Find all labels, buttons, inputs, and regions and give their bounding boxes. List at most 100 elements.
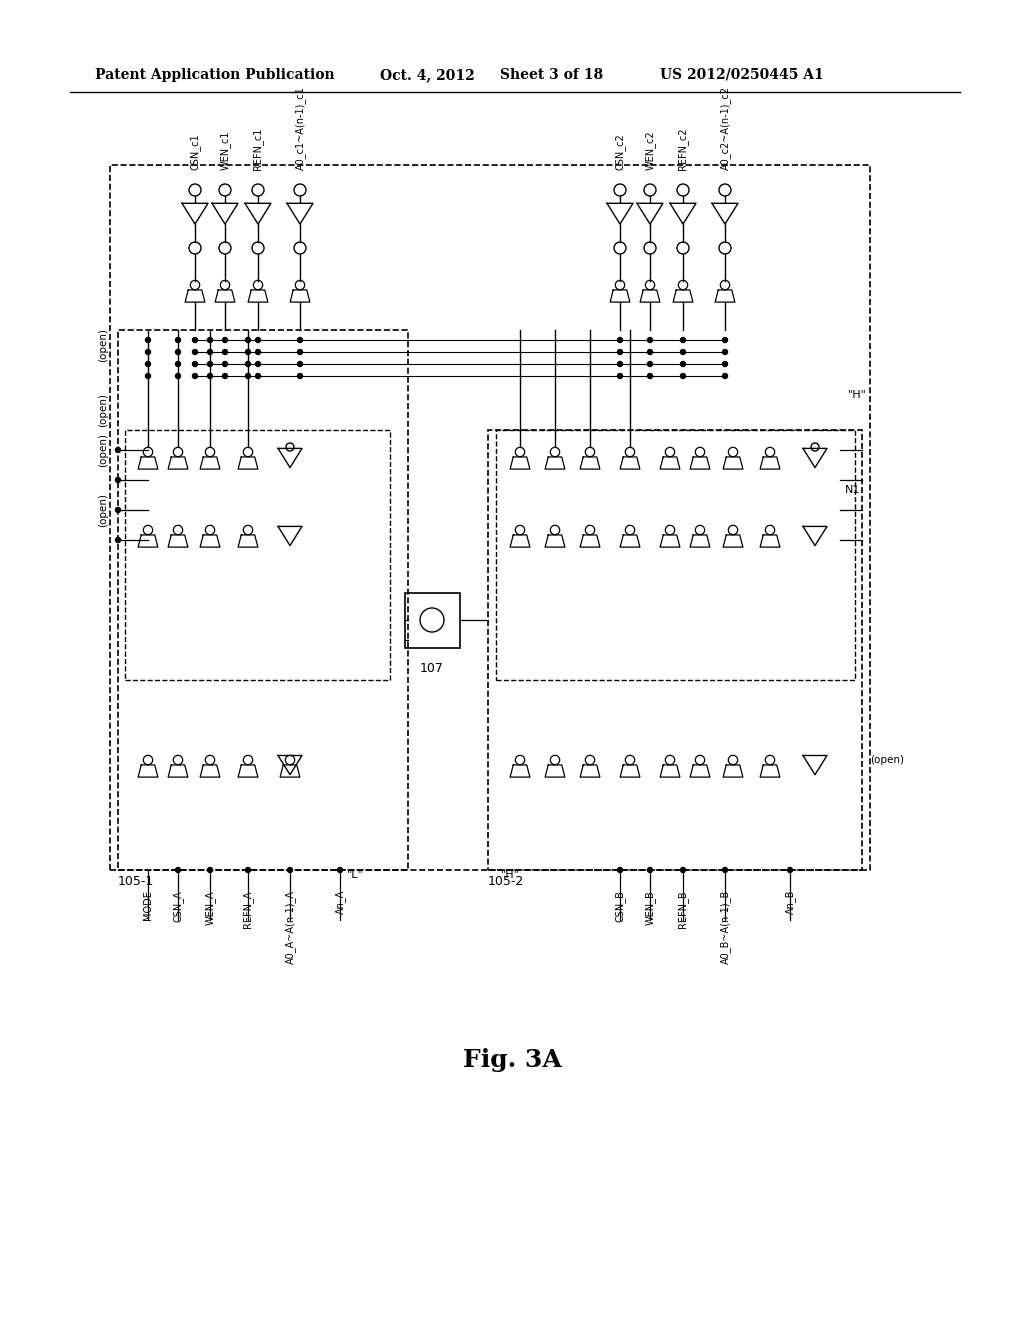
Circle shape: [298, 374, 302, 379]
Circle shape: [175, 867, 180, 873]
Circle shape: [193, 350, 198, 355]
Bar: [110, 165, 870, 870]
Circle shape: [617, 374, 623, 379]
Text: MODE: MODE: [143, 890, 153, 920]
Circle shape: [175, 362, 180, 367]
Text: (open): (open): [98, 393, 108, 426]
Circle shape: [723, 338, 727, 342]
Text: 105-1: 105-1: [118, 875, 155, 888]
Circle shape: [145, 374, 151, 379]
Circle shape: [222, 338, 227, 342]
Circle shape: [175, 374, 180, 379]
Circle shape: [681, 867, 685, 873]
Circle shape: [256, 350, 260, 355]
Circle shape: [208, 362, 213, 367]
Circle shape: [723, 350, 727, 355]
Circle shape: [298, 350, 302, 355]
Circle shape: [193, 362, 198, 367]
Bar: [125, 430, 390, 680]
Text: A0_A~A(n-1)_A: A0_A~A(n-1)_A: [285, 890, 296, 964]
Text: REFN_B: REFN_B: [678, 890, 688, 928]
Circle shape: [246, 867, 251, 873]
Text: (open): (open): [98, 492, 108, 527]
Circle shape: [208, 350, 213, 355]
Text: "L": "L": [347, 870, 364, 880]
Circle shape: [175, 338, 180, 342]
Text: WEN_A: WEN_A: [205, 890, 215, 924]
Bar: [404, 593, 460, 648]
Text: An_B: An_B: [784, 890, 796, 915]
Circle shape: [723, 362, 727, 367]
Text: (open): (open): [98, 433, 108, 467]
Text: CSN_B: CSN_B: [614, 890, 626, 921]
Text: Fig. 3A: Fig. 3A: [463, 1048, 561, 1072]
Circle shape: [681, 338, 685, 342]
Circle shape: [723, 867, 727, 873]
Text: US 2012/0250445 A1: US 2012/0250445 A1: [660, 69, 823, 82]
Circle shape: [246, 362, 251, 367]
Circle shape: [208, 374, 213, 379]
Circle shape: [787, 867, 793, 873]
Circle shape: [222, 374, 227, 379]
Circle shape: [208, 867, 213, 873]
Text: N1: N1: [845, 484, 860, 495]
Circle shape: [617, 338, 623, 342]
Circle shape: [723, 374, 727, 379]
Circle shape: [617, 867, 623, 873]
Text: REFN_c1: REFN_c1: [253, 128, 263, 170]
Text: Patent Application Publication: Patent Application Publication: [95, 69, 335, 82]
Text: (open): (open): [870, 755, 904, 766]
Circle shape: [647, 867, 652, 873]
Circle shape: [145, 350, 151, 355]
Circle shape: [256, 374, 260, 379]
Circle shape: [298, 362, 302, 367]
Circle shape: [116, 537, 121, 543]
Text: CSN_A: CSN_A: [173, 890, 183, 921]
Text: A0_B~A(n-1)_B: A0_B~A(n-1)_B: [720, 890, 730, 964]
Circle shape: [145, 362, 151, 367]
Circle shape: [681, 374, 685, 379]
Circle shape: [222, 362, 227, 367]
Circle shape: [256, 338, 260, 342]
Circle shape: [193, 374, 198, 379]
Circle shape: [647, 350, 652, 355]
Bar: [118, 330, 408, 870]
Text: REFN_c2: REFN_c2: [678, 128, 688, 170]
Text: (open): (open): [98, 327, 108, 362]
Bar: [488, 430, 862, 870]
Circle shape: [116, 447, 121, 453]
Circle shape: [617, 350, 623, 355]
Text: A0_c2~A(n-1)_c2: A0_c2~A(n-1)_c2: [720, 86, 730, 170]
Text: CSN_c1: CSN_c1: [189, 133, 201, 170]
Circle shape: [647, 374, 652, 379]
Circle shape: [681, 362, 685, 367]
Text: 107: 107: [420, 663, 444, 676]
Text: WEN_c1: WEN_c1: [219, 131, 230, 170]
Text: "H": "H": [848, 389, 867, 400]
Circle shape: [256, 362, 260, 367]
Circle shape: [681, 350, 685, 355]
Text: Oct. 4, 2012: Oct. 4, 2012: [380, 69, 475, 82]
Text: An_A: An_A: [335, 890, 345, 915]
Circle shape: [222, 350, 227, 355]
Text: WEN_B: WEN_B: [644, 890, 655, 925]
Text: REFN_A: REFN_A: [243, 890, 254, 928]
Circle shape: [338, 867, 342, 873]
Circle shape: [647, 362, 652, 367]
Text: "H": "H": [501, 870, 519, 880]
Text: A0_c1~A(n-1)_c1: A0_c1~A(n-1)_c1: [295, 86, 305, 170]
Circle shape: [647, 338, 652, 342]
Bar: [496, 430, 855, 680]
Circle shape: [116, 478, 121, 483]
Text: WEN_c2: WEN_c2: [644, 131, 655, 170]
Circle shape: [617, 362, 623, 367]
Circle shape: [208, 338, 213, 342]
Circle shape: [116, 507, 121, 512]
Circle shape: [246, 374, 251, 379]
Circle shape: [246, 350, 251, 355]
Circle shape: [288, 867, 293, 873]
Circle shape: [298, 338, 302, 342]
Text: CSN_c2: CSN_c2: [614, 133, 626, 170]
Circle shape: [246, 338, 251, 342]
Circle shape: [193, 338, 198, 342]
